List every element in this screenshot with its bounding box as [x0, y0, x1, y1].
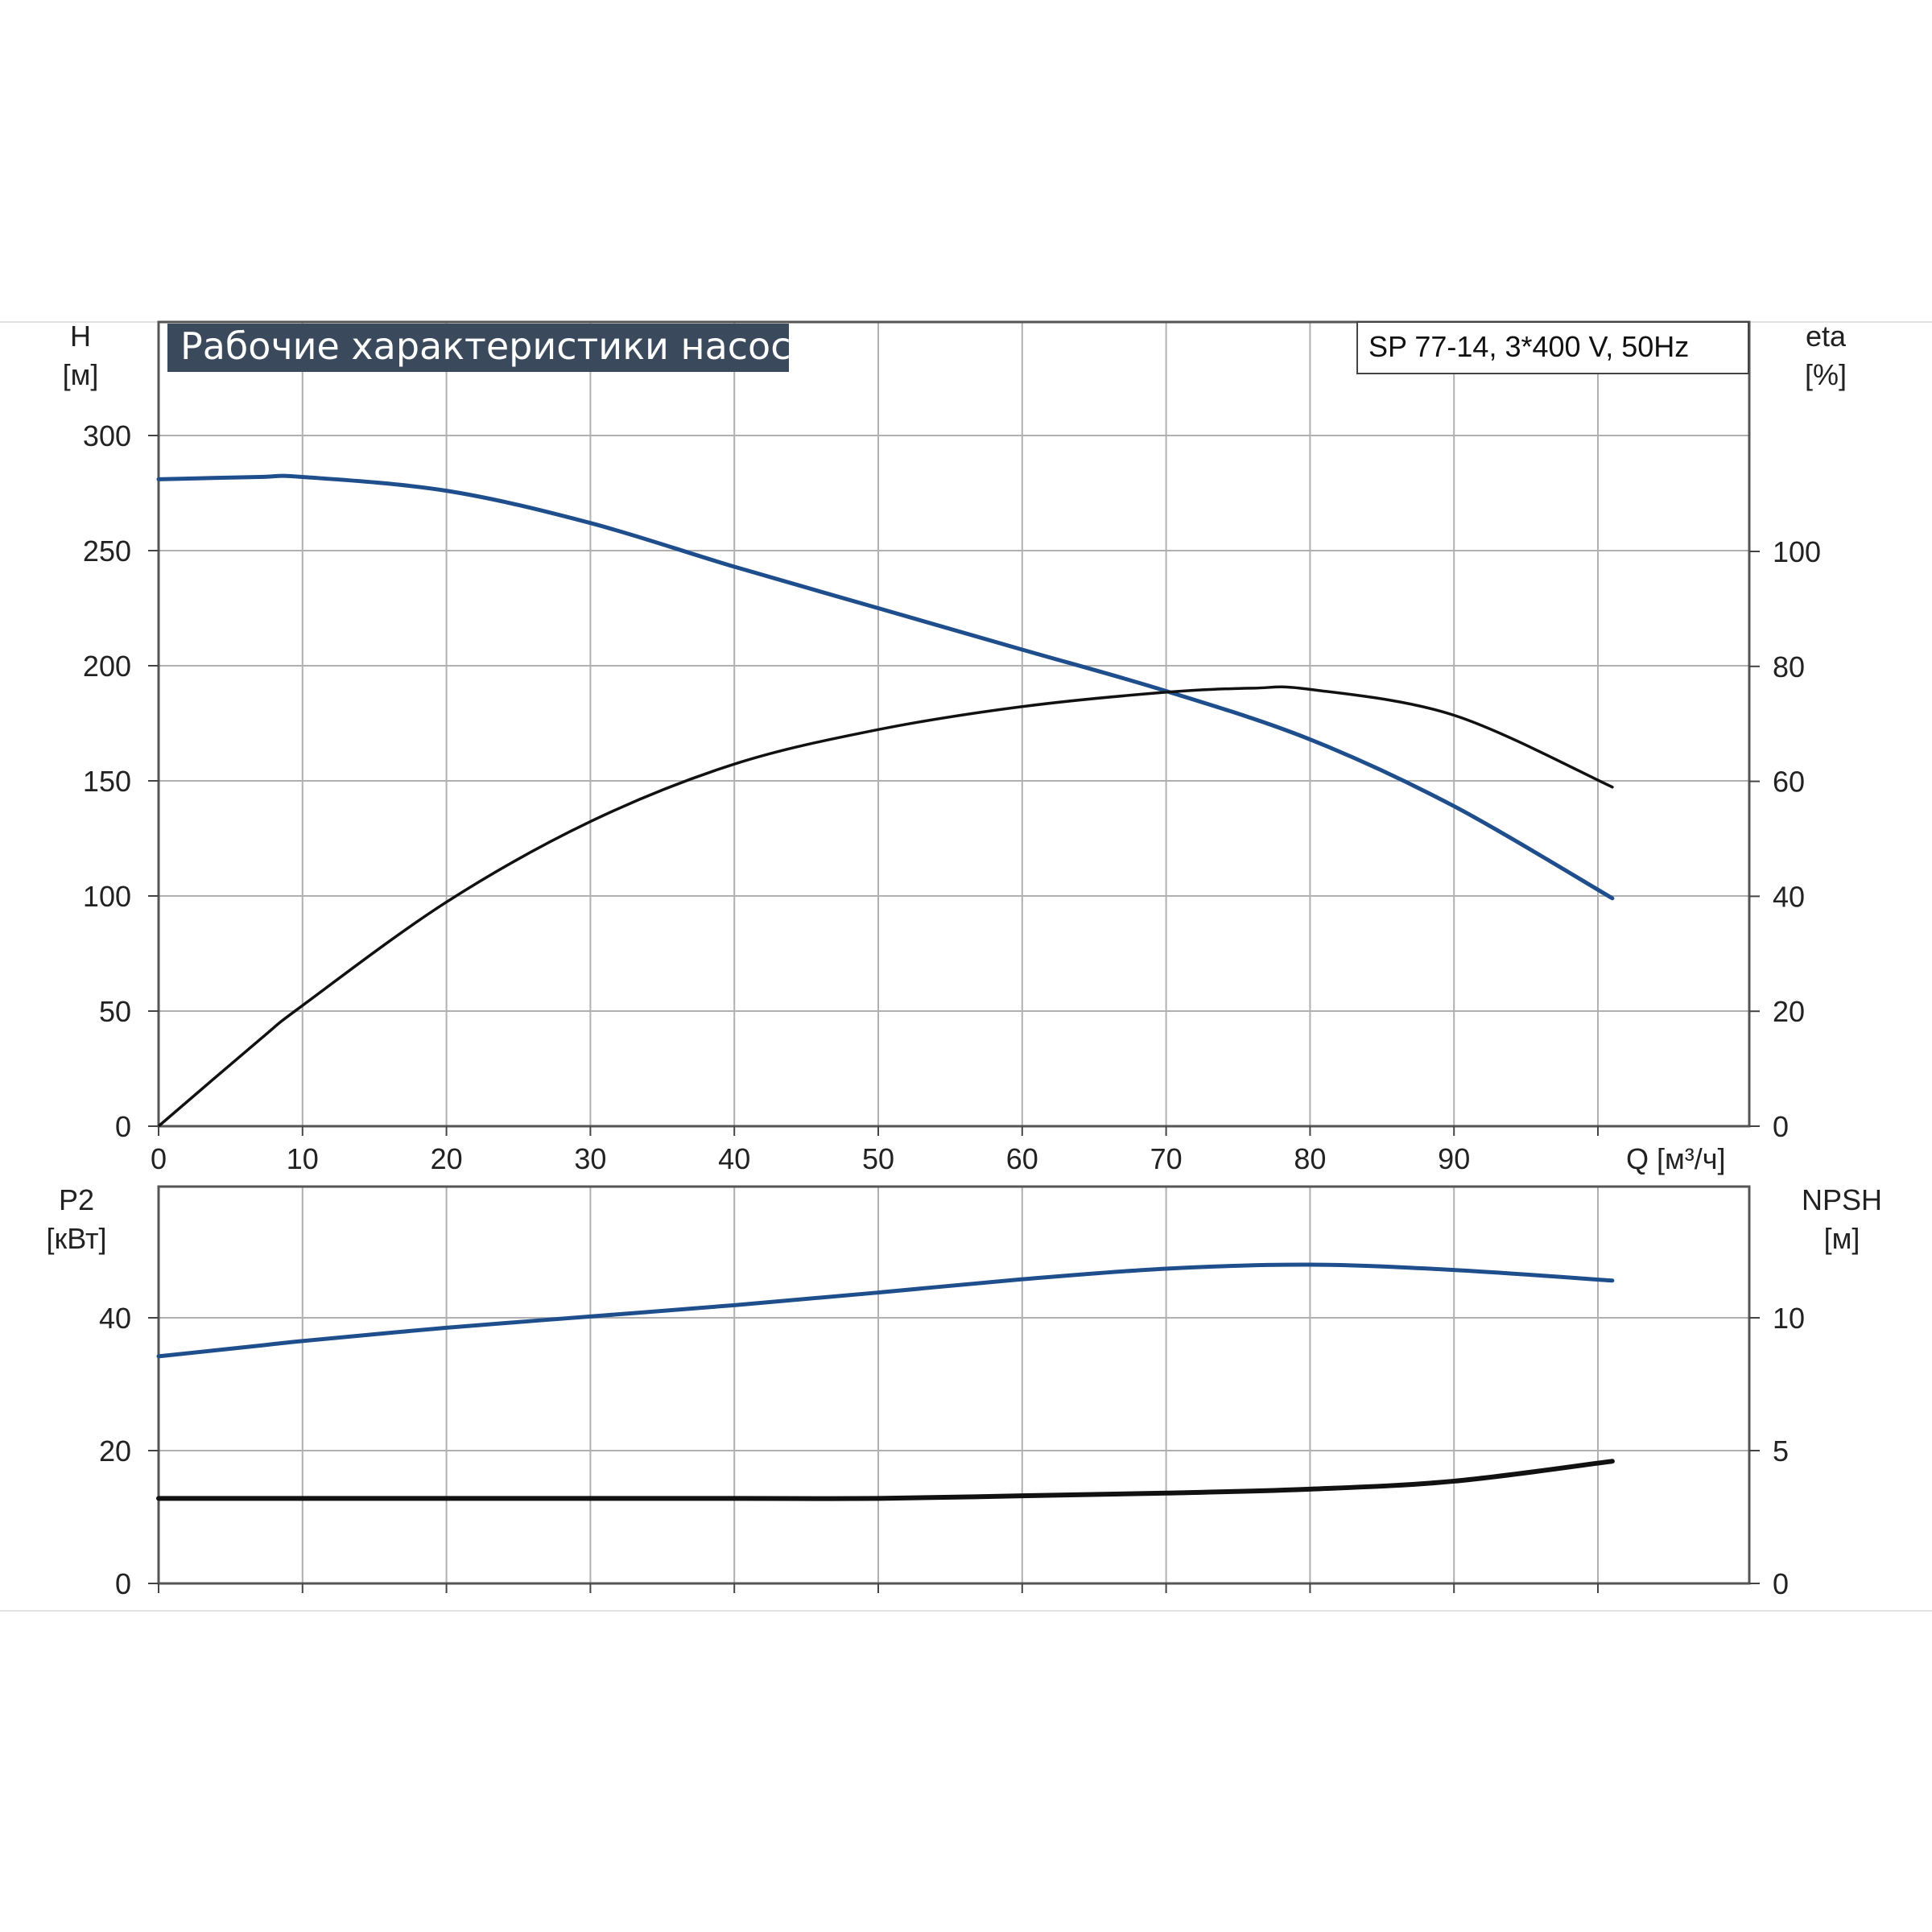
bottom-plot-frame [157, 1185, 1751, 1585]
p2-axis-title: P2 [59, 1183, 94, 1216]
series-line-1-1 [156, 1459, 1615, 1501]
x-tick-label: 0 [151, 1142, 167, 1175]
title-box [167, 324, 789, 372]
y-left-tick-label: 250 [83, 535, 131, 568]
x-tick-label: 40 [718, 1142, 750, 1175]
y-right-tick-label: 100 [1773, 535, 1821, 568]
x-tick-label: 60 [1006, 1142, 1038, 1175]
top-plot-series [156, 473, 1615, 1128]
y-right-tick-label: 80 [1773, 650, 1805, 683]
series-line-1-0 [156, 1262, 1615, 1359]
x-tick-label: 80 [1294, 1142, 1326, 1175]
bottom-plot-series [156, 1262, 1615, 1501]
top-plot-grid [159, 322, 1749, 1126]
y-right-tick-label: 0 [1773, 1567, 1789, 1600]
model-label: SP 77-14, 3*400 V, 50Hz [1368, 330, 1689, 363]
eta-axis-unit: [%] [1805, 358, 1847, 391]
series-line-0-1 [157, 685, 1614, 1128]
y-left-tick-label: 200 [83, 650, 131, 683]
y-right-tick-label: 10 [1773, 1302, 1805, 1335]
y-left-tick-label: 300 [83, 419, 131, 452]
y-left-tick-label: 100 [83, 880, 131, 913]
x-tick-label: 20 [431, 1142, 463, 1175]
p2-axis-unit: [кВт] [46, 1222, 106, 1255]
y-left-tick-label: 40 [99, 1302, 131, 1335]
y-left-tick-label: 150 [83, 765, 131, 798]
y-left-tick-label: 50 [99, 995, 131, 1028]
eta-axis-title: eta [1806, 320, 1847, 353]
npsh-axis-title: NPSH [1802, 1183, 1882, 1216]
x-tick-label: 30 [574, 1142, 606, 1175]
x-tick-label: 90 [1438, 1142, 1470, 1175]
x-tick-label: 10 [287, 1142, 319, 1175]
x-tick-label: 70 [1150, 1142, 1183, 1175]
q-axis-title: Q [м³/ч] [1626, 1142, 1726, 1175]
y-right-tick-label: 0 [1773, 1110, 1789, 1143]
bottom-plot-ticks: 0 20 40 0 5 10 [99, 1302, 1805, 1600]
top-plot-ticks: 0 50 100 150 200 250 300 0 20 40 60 80 100 0 10 20 30 40 5… [83, 419, 1821, 1175]
chart-title: Рабочие характеристики насоса [180, 324, 814, 368]
y-left-tick-label: 20 [99, 1435, 131, 1468]
y-right-tick-label: 60 [1773, 766, 1805, 799]
y-right-tick-label: 5 [1773, 1435, 1789, 1468]
y-right-tick-label: 40 [1773, 880, 1805, 913]
npsh-axis-unit: [м] [1824, 1222, 1860, 1255]
series-line-0-0 [156, 473, 1615, 901]
y-left-tick-label: 0 [115, 1110, 131, 1143]
x-tick-label: 50 [862, 1142, 894, 1175]
h-axis-unit: [м] [63, 358, 99, 391]
bottom-plot-grid [159, 1187, 1749, 1583]
top-plot-frame [157, 320, 1751, 1128]
y-left-tick-label: 0 [115, 1567, 131, 1600]
h-axis-title: H [70, 320, 91, 353]
y-right-tick-label: 20 [1773, 995, 1805, 1028]
model-box [1356, 321, 1749, 374]
